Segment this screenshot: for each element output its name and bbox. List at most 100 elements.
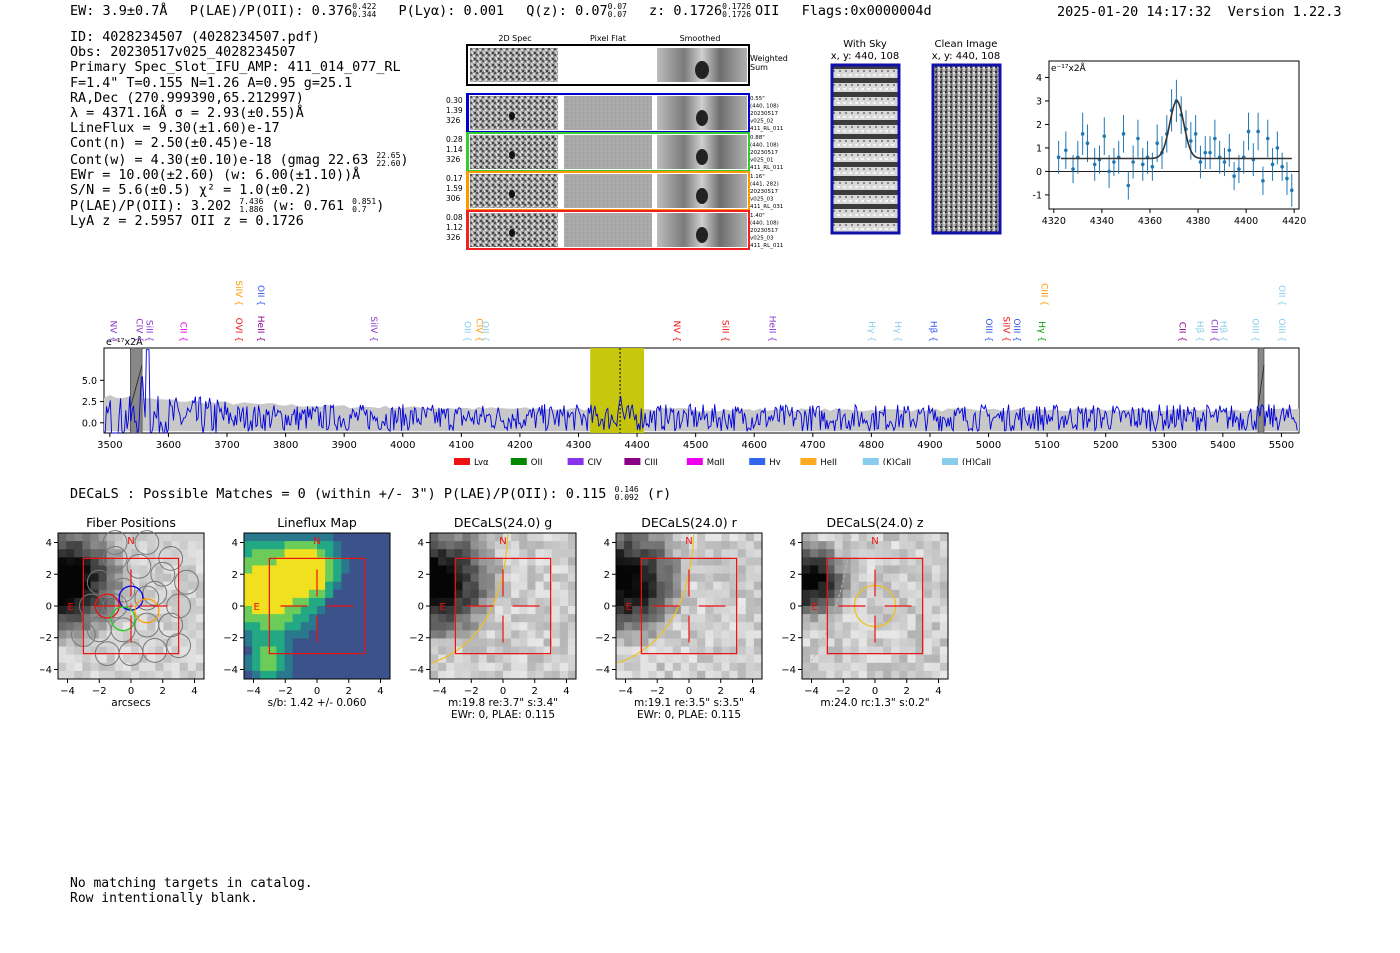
fit-xtick-label: 4340 <box>1090 216 1114 227</box>
fit-model-curve <box>1061 100 1292 160</box>
fiber-circle <box>110 617 136 643</box>
fiber-circle <box>142 638 168 663</box>
panel-caption: m:19.1 re:3.5" s:3.5" <box>634 697 744 709</box>
spectral-line-label: OII { <box>462 321 472 342</box>
cutout-left-label: 306 <box>446 194 461 203</box>
fit-point <box>1285 176 1289 181</box>
spectrum-xtick-label: 5300 <box>1152 440 1177 451</box>
east-label: E <box>254 602 260 613</box>
fit-point <box>1112 160 1116 164</box>
panel-title: DECaLS(24.0) g <box>454 515 552 530</box>
search-box <box>82 557 180 655</box>
panel-caption-2: EWr: 0, PLAE: 0.115 <box>451 709 555 721</box>
legend-swatch <box>800 458 817 465</box>
panel-ytick-label: 2 <box>232 570 238 581</box>
cutout-left-label: 1.14 <box>446 145 463 154</box>
fit-point <box>1270 162 1275 167</box>
ew-rest: EWr = 10.00(±2.60) (w: 6.00(±1.10))Å <box>70 167 361 183</box>
panel-ytick-label: 0 <box>46 602 52 613</box>
legend-swatch <box>454 458 470 465</box>
with-sky-coords: x, y: 440, 108 <box>831 51 900 62</box>
cutout-source-blob <box>696 188 708 204</box>
spectrum-ylabel: e⁻¹⁷x2Å <box>106 336 143 348</box>
cont-n: Cont(n) = 2.50(±0.45)e-18 <box>70 136 272 152</box>
panel-ytick-label: −2 <box>40 633 52 644</box>
legend-label: MgII <box>707 458 725 465</box>
panel-caption-2: EWr: 0, PLAE: 0.115 <box>637 709 741 721</box>
timestamp: 2025-01-20 14:17:32 <box>1057 4 1212 20</box>
footer-line-1: No matching targets in catalog. <box>70 876 313 891</box>
fit-point <box>1232 174 1236 178</box>
fiber-circle <box>110 577 136 603</box>
fit-point <box>1107 169 1111 174</box>
spectrum-xtick-label: 4800 <box>859 440 884 451</box>
spectral-line-label: OVI { <box>233 318 243 342</box>
timestamp-version: 2025-01-20 14:17:32 Version 1.22.3 <box>1057 4 1342 20</box>
fit-point <box>1246 129 1251 134</box>
search-box <box>268 557 366 655</box>
spectrum-xtick-label: 4300 <box>566 440 591 451</box>
fit-point <box>1280 164 1284 169</box>
fit-point <box>1256 129 1260 134</box>
legend-label: OII <box>531 458 543 465</box>
spectral-line-label: OIII { <box>1276 318 1286 342</box>
fit-point <box>1121 132 1126 136</box>
masked-hatch <box>1257 364 1265 408</box>
panel-xtick-label: −4 <box>804 686 819 697</box>
fit-point <box>1213 136 1217 141</box>
cutout-left-label: 1.39 <box>446 106 463 115</box>
cutout-pixelflat <box>564 174 652 208</box>
spectral-line-label: CII { <box>1176 322 1186 342</box>
fit-plot-frame <box>1048 60 1300 210</box>
cutout-left-label: 0.30 <box>446 96 463 105</box>
decals-panel-0: Fiber Positions + N E −4 −4 −2 −2 0 0 2 2 4 4 arcsecs <box>40 515 205 709</box>
panel-xtick-label: 2 <box>718 686 724 697</box>
panel-xtick-label: 4 <box>935 686 941 697</box>
spectral-line-label: SiIV { <box>233 280 243 306</box>
panel-xtick-label: −2 <box>650 686 665 697</box>
panel-ytick-label: 4 <box>790 538 796 549</box>
panel-ytick-label: −2 <box>409 633 424 644</box>
cutout-right-label: 20230517 <box>750 150 778 156</box>
spectrum-xtick-label: 4200 <box>507 440 532 451</box>
spectrum-xtick-label: 3700 <box>214 440 239 451</box>
fit-ytick-label: 0 <box>1036 167 1042 178</box>
cutout-right-label: 0.88" <box>750 135 765 141</box>
fit-point <box>1126 183 1131 188</box>
fit-point <box>1198 160 1203 164</box>
fit-xtick-label: 4380 <box>1186 216 1210 227</box>
spectrum-xtick-label: 3800 <box>273 440 298 451</box>
panel-xtick-label: −4 <box>246 686 261 697</box>
fit-point <box>1064 148 1068 153</box>
signal-noise: S/N = 5.6(±0.5) χ² = 1.0(±0.2) <box>70 183 312 199</box>
with-sky-title: With Sky <box>843 39 887 50</box>
panel-ytick-label: 4 <box>604 538 610 549</box>
cutout-left-label: 0.28 <box>446 135 463 144</box>
spectrum-xtick-label: 3900 <box>331 440 356 451</box>
fit-xtick-label: 4400 <box>1234 216 1258 227</box>
fit-ylabel: e⁻¹⁷x2Å <box>1051 62 1087 74</box>
panel-title: Fiber Positions <box>86 515 176 530</box>
fiber-circle <box>102 530 128 555</box>
cutout-row-color-bar <box>466 211 469 249</box>
panel-xtick-label: 2 <box>160 686 166 697</box>
cutout-left-label: 326 <box>446 155 461 164</box>
panel-xtick-label: 2 <box>904 686 910 697</box>
legend-label: CIII <box>644 458 657 465</box>
fit-point <box>1056 155 1061 160</box>
search-box <box>640 557 738 655</box>
fiber-circle <box>174 569 199 595</box>
panel-xtick-label: −4 <box>432 686 447 697</box>
fit-ytick-label: 2 <box>1036 120 1042 131</box>
spectral-line-label: HeII { <box>255 316 265 342</box>
panel-ytick-label: −4 <box>40 665 52 676</box>
fit-params: F=1.4" T=0.155 N=1.26 A=0.95 g=25.1 <box>70 75 353 91</box>
lineflux: LineFlux = 9.30(±1.60)e-17 <box>70 121 280 137</box>
spectrum-xtick-label: 5200 <box>1093 440 1118 451</box>
header-summary: EW: 3.9±0.7Å P(LAE)/P(OII): 0.376 0.422 0.… <box>70 3 946 20</box>
fit-point <box>1265 136 1270 141</box>
spectral-line-label: CIV { <box>473 318 483 342</box>
fit-point <box>1080 132 1085 136</box>
fit-point <box>1208 150 1212 155</box>
panel-title: DECaLS(24.0) z <box>827 515 924 530</box>
